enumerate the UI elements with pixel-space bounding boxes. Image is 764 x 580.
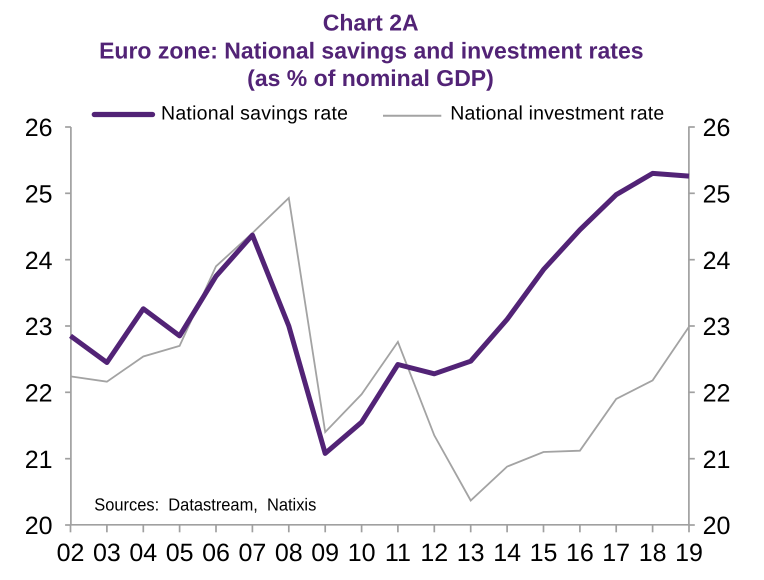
svg-text:(as % of nominal GDP): (as % of nominal GDP) bbox=[247, 65, 494, 91]
svg-text:Sources: Datastream, Natixis: Sources: Datastream, Natixis bbox=[94, 494, 316, 514]
svg-text:Euro zone: National savings an: Euro zone: National savings and investme… bbox=[99, 38, 643, 64]
svg-text:25: 25 bbox=[703, 181, 731, 209]
svg-text:24: 24 bbox=[25, 247, 53, 275]
svg-text:17: 17 bbox=[602, 539, 630, 567]
svg-text:18: 18 bbox=[639, 539, 667, 567]
svg-text:26: 26 bbox=[703, 114, 731, 142]
svg-text:03: 03 bbox=[93, 539, 121, 567]
svg-text:Chart 2A: Chart 2A bbox=[323, 10, 419, 36]
svg-text:25: 25 bbox=[25, 181, 53, 209]
svg-text:21: 21 bbox=[25, 446, 53, 474]
svg-text:19: 19 bbox=[675, 539, 703, 567]
svg-text:08: 08 bbox=[275, 539, 303, 567]
svg-text:09: 09 bbox=[311, 539, 339, 567]
svg-text:National investment rate: National investment rate bbox=[450, 102, 664, 124]
svg-text:13: 13 bbox=[457, 539, 485, 567]
svg-text:16: 16 bbox=[566, 539, 594, 567]
svg-text:15: 15 bbox=[530, 539, 558, 567]
svg-text:14: 14 bbox=[493, 539, 521, 567]
svg-text:24: 24 bbox=[703, 247, 731, 275]
svg-text:22: 22 bbox=[25, 380, 53, 408]
svg-text:23: 23 bbox=[703, 313, 731, 341]
svg-text:06: 06 bbox=[202, 539, 230, 567]
svg-text:National savings rate: National savings rate bbox=[161, 102, 348, 124]
svg-text:12: 12 bbox=[420, 539, 448, 567]
svg-text:22: 22 bbox=[703, 380, 731, 408]
svg-text:11: 11 bbox=[385, 539, 411, 567]
svg-text:26: 26 bbox=[25, 114, 53, 142]
svg-text:21: 21 bbox=[703, 446, 731, 474]
svg-text:23: 23 bbox=[25, 313, 53, 341]
svg-text:20: 20 bbox=[703, 512, 731, 540]
svg-text:05: 05 bbox=[166, 539, 194, 567]
svg-text:07: 07 bbox=[238, 539, 266, 567]
svg-text:10: 10 bbox=[348, 539, 376, 567]
svg-text:20: 20 bbox=[25, 512, 53, 540]
svg-text:02: 02 bbox=[57, 539, 85, 567]
svg-text:04: 04 bbox=[129, 539, 157, 567]
